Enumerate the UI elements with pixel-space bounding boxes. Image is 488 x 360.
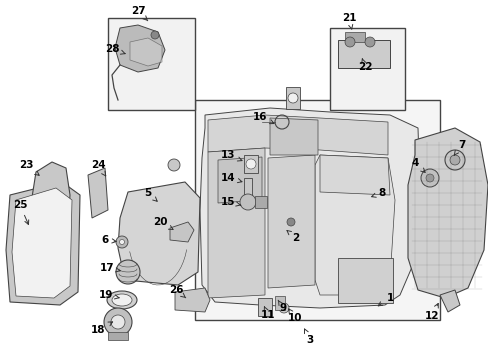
Text: 20: 20 xyxy=(152,217,173,229)
Text: 16: 16 xyxy=(252,112,273,124)
Circle shape xyxy=(168,159,180,171)
Polygon shape xyxy=(269,118,317,155)
Text: 12: 12 xyxy=(424,303,438,321)
Text: 26: 26 xyxy=(168,285,185,298)
Text: 4: 4 xyxy=(410,158,424,172)
Bar xyxy=(345,32,364,42)
Text: 24: 24 xyxy=(90,160,105,176)
Text: 14: 14 xyxy=(220,173,242,183)
Ellipse shape xyxy=(112,294,132,306)
Circle shape xyxy=(116,260,140,284)
Circle shape xyxy=(240,194,256,210)
Text: 2: 2 xyxy=(286,230,299,243)
Bar xyxy=(258,298,271,316)
Polygon shape xyxy=(207,148,264,298)
Polygon shape xyxy=(130,38,162,66)
Polygon shape xyxy=(12,188,72,298)
Circle shape xyxy=(119,239,124,244)
Text: 15: 15 xyxy=(220,197,240,207)
Ellipse shape xyxy=(107,291,137,309)
Circle shape xyxy=(116,236,128,248)
Bar xyxy=(329,28,404,110)
Circle shape xyxy=(364,37,374,47)
Polygon shape xyxy=(30,162,70,238)
Text: 8: 8 xyxy=(371,188,385,198)
Text: 7: 7 xyxy=(453,140,465,155)
Text: 19: 19 xyxy=(99,290,119,300)
Circle shape xyxy=(286,218,294,226)
Bar xyxy=(108,332,128,340)
Circle shape xyxy=(345,37,354,47)
Text: 28: 28 xyxy=(104,44,125,54)
Polygon shape xyxy=(88,168,108,218)
Circle shape xyxy=(104,308,132,336)
Polygon shape xyxy=(200,108,419,308)
Polygon shape xyxy=(319,155,389,195)
Text: 11: 11 xyxy=(260,307,275,320)
Circle shape xyxy=(151,31,159,39)
Circle shape xyxy=(279,303,288,313)
Bar xyxy=(285,87,299,109)
Text: 5: 5 xyxy=(144,188,157,201)
Bar xyxy=(244,178,251,196)
Polygon shape xyxy=(6,182,80,305)
Bar xyxy=(254,196,266,208)
Bar xyxy=(337,40,389,68)
Polygon shape xyxy=(314,155,394,295)
Text: 18: 18 xyxy=(91,322,112,335)
Polygon shape xyxy=(439,290,459,312)
Text: 9: 9 xyxy=(278,300,286,313)
Text: 22: 22 xyxy=(357,59,371,72)
Text: 21: 21 xyxy=(341,13,356,29)
Bar xyxy=(108,18,195,110)
Circle shape xyxy=(420,169,438,187)
Polygon shape xyxy=(175,288,209,312)
Circle shape xyxy=(425,174,433,182)
Polygon shape xyxy=(218,157,262,203)
Text: 6: 6 xyxy=(101,235,116,245)
Text: 25: 25 xyxy=(13,200,29,224)
Bar xyxy=(337,258,392,303)
Text: 3: 3 xyxy=(304,329,313,345)
Text: 23: 23 xyxy=(19,160,39,175)
Text: 27: 27 xyxy=(130,6,147,21)
Text: 10: 10 xyxy=(287,309,302,323)
Bar xyxy=(244,155,258,173)
Polygon shape xyxy=(170,222,194,242)
Circle shape xyxy=(245,159,256,169)
Bar xyxy=(195,100,439,320)
Bar xyxy=(274,296,285,310)
Circle shape xyxy=(444,150,464,170)
Circle shape xyxy=(449,155,459,165)
Polygon shape xyxy=(267,155,314,288)
Text: 13: 13 xyxy=(220,150,242,161)
Text: 17: 17 xyxy=(100,263,120,273)
Polygon shape xyxy=(115,25,164,72)
Circle shape xyxy=(287,93,297,103)
Circle shape xyxy=(111,315,125,329)
Text: 1: 1 xyxy=(377,293,393,306)
Polygon shape xyxy=(280,210,302,238)
Polygon shape xyxy=(207,115,387,155)
Polygon shape xyxy=(118,182,200,285)
Polygon shape xyxy=(407,128,487,298)
